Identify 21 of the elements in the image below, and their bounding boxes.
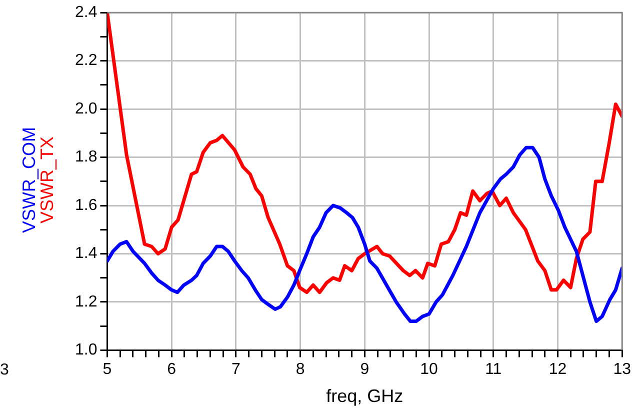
x-tick-label: 10 (420, 361, 438, 378)
x-tick-label: 11 (485, 361, 502, 378)
x-tick-label: 5 (102, 361, 112, 378)
y-tick-label: 1.0 (74, 342, 98, 359)
x-tick-label: 7 (232, 361, 241, 378)
y-tick-label: 1.8 (74, 148, 98, 166)
x-tick-label: 9 (360, 361, 370, 378)
y-tick-label: 2.4 (74, 4, 98, 22)
y-tick-label: 2.2 (74, 52, 98, 70)
text: 3 (0, 362, 9, 379)
text: VSWR_COM (18, 126, 39, 234)
x-tick-label: 6 (167, 361, 176, 378)
y-tick-label: 1.2 (74, 293, 98, 310)
y-tick-label: 2.0 (74, 100, 98, 118)
x-tick-label: 8 (296, 361, 305, 378)
y-tick-label: 1.4 (74, 245, 98, 262)
y-tick-label: 1.6 (74, 196, 98, 214)
x-axis-title: freq, GHz (326, 386, 404, 406)
x-tick-label: 13 (613, 361, 632, 378)
x-tick-label: 12 (548, 361, 567, 378)
text: VSWR_TX (36, 136, 57, 224)
